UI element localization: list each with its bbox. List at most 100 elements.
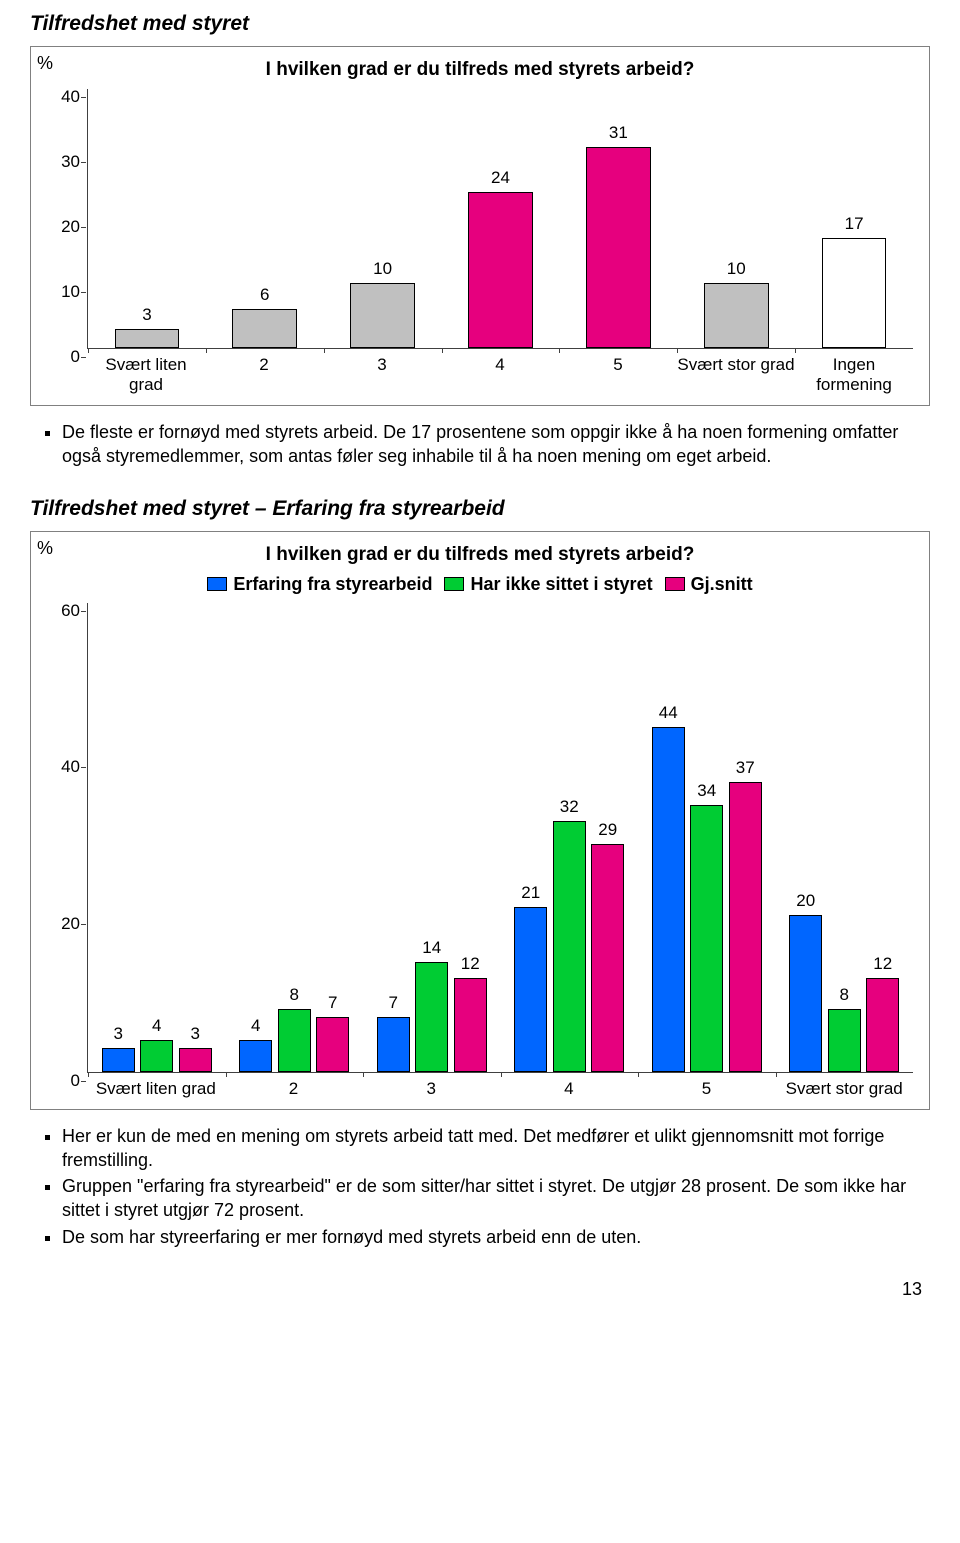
chart2-bar xyxy=(239,1040,272,1071)
chart1-bar xyxy=(350,283,415,348)
section2-bullets: Her er kun de med en mening om styrets a… xyxy=(36,1124,930,1249)
chart1-column: 17 xyxy=(795,89,913,348)
chart2-bar-value: 4 xyxy=(236,1016,276,1036)
chart2-bar xyxy=(179,1048,212,1072)
section2-bullet: Her er kun de med en mening om styrets a… xyxy=(62,1124,930,1173)
chart2-x-label: 3 xyxy=(362,1073,500,1099)
legend-swatch-icon xyxy=(665,577,685,591)
chart2-x-label: 5 xyxy=(638,1073,776,1099)
chart2-x-label: 4 xyxy=(500,1073,638,1099)
chart2-ytick: 60 xyxy=(61,601,80,621)
chart2-legend-item: Gj.snitt xyxy=(665,574,753,595)
chart1-bar xyxy=(586,147,651,349)
chart2-bar xyxy=(828,1009,861,1072)
chart2-bar xyxy=(652,727,685,1072)
chart1-bar-value: 6 xyxy=(245,285,285,305)
chart1-x-label: Svært liten grad xyxy=(87,349,205,395)
section1-bullets: De fleste er fornøyd med styrets arbeid.… xyxy=(36,420,930,469)
chart1-bar-value: 31 xyxy=(598,123,638,143)
chart1-bar xyxy=(232,309,297,348)
chart2-column: 20 8 12 xyxy=(776,603,914,1072)
chart1-column: 10 xyxy=(324,89,442,348)
chart1-x-label: Svært stor grad xyxy=(677,349,795,395)
chart2-ytick: 0 xyxy=(71,1071,80,1091)
chart1-bar xyxy=(822,238,887,349)
chart2-bar xyxy=(140,1040,173,1071)
chart2-bar-value: 21 xyxy=(511,883,551,903)
section1-title: Tilfredshet med styret xyxy=(30,12,930,36)
legend-swatch-icon xyxy=(444,577,464,591)
chart1-ytick: 10 xyxy=(61,282,80,302)
chart2-bar xyxy=(454,978,487,1072)
chart1-ytick: 40 xyxy=(61,87,80,107)
section1-bullet: De fleste er fornøyd med styrets arbeid.… xyxy=(62,420,930,469)
chart1-ytick: 30 xyxy=(61,152,80,172)
chart2-bar-value: 44 xyxy=(648,703,688,723)
chart2-column: 21 32 29 xyxy=(501,603,639,1072)
chart1-y-label: % xyxy=(37,53,53,74)
legend-label: Gj.snitt xyxy=(691,574,753,595)
legend-label: Erfaring fra styrearbeid xyxy=(233,574,432,595)
chart2-legend: Erfaring fra styrearbeid Har ikke sittet … xyxy=(47,574,913,595)
chart1-x-label: 4 xyxy=(441,349,559,395)
chart2-container: % I hvilken grad er du tilfreds med styr… xyxy=(30,531,930,1110)
chart2-bar xyxy=(789,915,822,1072)
chart2-legend-item: Har ikke sittet i styret xyxy=(444,574,652,595)
legend-swatch-icon xyxy=(207,577,227,591)
chart2-bar-value: 20 xyxy=(786,891,826,911)
chart2-bar xyxy=(514,907,547,1072)
chart2-y-label: % xyxy=(37,538,53,559)
section2-bullet: Gruppen "erfaring fra styrearbeid" er de… xyxy=(62,1174,930,1223)
chart2-bar-value: 8 xyxy=(824,985,864,1005)
chart2-x-label: 2 xyxy=(225,1073,363,1099)
chart2-plot: 0204060 3434877141221322944343720812 xyxy=(87,603,913,1073)
chart2-bar xyxy=(278,1009,311,1072)
chart1-ytick: 0 xyxy=(71,347,80,367)
chart2-bar-value: 3 xyxy=(98,1024,138,1044)
legend-label: Har ikke sittet i styret xyxy=(470,574,652,595)
chart2-bar-value: 37 xyxy=(725,758,765,778)
chart1-plot: 010203040 361024311017 xyxy=(87,89,913,349)
chart1-ytick: 20 xyxy=(61,217,80,237)
chart1-bar-value: 3 xyxy=(127,305,167,325)
chart2-bar-value: 34 xyxy=(687,781,727,801)
chart2-bar-value: 32 xyxy=(549,797,589,817)
chart2-bar-value: 12 xyxy=(863,954,903,974)
section2-bullet: De som har styreerfaring er mer fornøyd … xyxy=(62,1225,930,1249)
section2-title: Tilfredshet med styret – Erfaring fra st… xyxy=(30,497,930,521)
chart1-column: 24 xyxy=(442,89,560,348)
chart1-x-label: Ingen formening xyxy=(795,349,913,395)
chart2-bar xyxy=(316,1017,349,1072)
chart2-column: 7 1412 xyxy=(363,603,501,1072)
chart1-x-label: 5 xyxy=(559,349,677,395)
chart2-x-label: Svært stor grad xyxy=(775,1073,913,1099)
chart2-bar xyxy=(102,1048,135,1072)
chart1-container: % I hvilken grad er du tilfreds med styr… xyxy=(30,46,930,406)
chart2-bar xyxy=(729,782,762,1072)
chart2-bar xyxy=(377,1017,410,1072)
chart1-bar xyxy=(468,192,533,348)
chart1-x-label: 2 xyxy=(205,349,323,395)
chart2-bar-value: 14 xyxy=(412,938,452,958)
chart2-x-label: Svært liten grad xyxy=(87,1073,225,1099)
chart1-column: 3 xyxy=(88,89,206,348)
chart1-column: 10 xyxy=(677,89,795,348)
chart2-bar-value: 12 xyxy=(450,954,490,974)
chart2-bar xyxy=(690,805,723,1071)
chart2-column: 343 xyxy=(88,603,226,1072)
chart1-bar-value: 24 xyxy=(481,168,521,188)
chart1-bar xyxy=(115,329,180,349)
chart1-column: 31 xyxy=(559,89,677,348)
chart2-bar xyxy=(553,821,586,1072)
chart2-bar-value: 29 xyxy=(588,820,628,840)
chart2-bar xyxy=(415,962,448,1072)
chart2-column: 487 xyxy=(226,603,364,1072)
chart2-legend-item: Erfaring fra styrearbeid xyxy=(207,574,432,595)
chart2-bar-value: 8 xyxy=(274,985,314,1005)
chart2-bar xyxy=(591,844,624,1071)
chart1-bar-value: 10 xyxy=(716,259,756,279)
chart2-bar-value: 4 xyxy=(137,1016,177,1036)
chart1-bar-value: 17 xyxy=(834,214,874,234)
chart2-bar-value: 7 xyxy=(373,993,413,1013)
chart2-bar-value: 3 xyxy=(175,1024,215,1044)
